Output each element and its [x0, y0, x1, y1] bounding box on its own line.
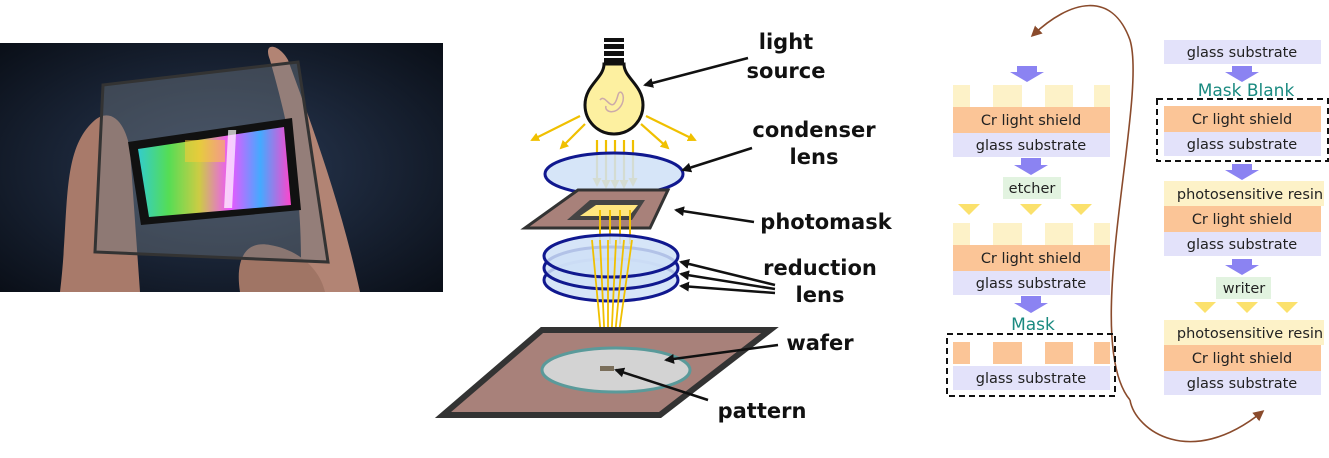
label-light-source-1: light — [759, 30, 813, 54]
layer-cr-4-label: Cr light shield — [1192, 351, 1292, 367]
mask-blank-title: Mask Blank — [1198, 81, 1295, 101]
layer-cr-blank-label: Cr light shield — [1192, 112, 1292, 128]
light-bulb-icon — [583, 38, 645, 136]
label-condenser-2: lens — [790, 145, 839, 169]
layer-cr-3-label: Cr light shield — [1192, 212, 1292, 228]
layer-cr-2-label: Cr light shield — [981, 251, 1081, 267]
layer-glass-4 — [1164, 371, 1321, 395]
writer-tool — [1216, 277, 1271, 299]
label-reduction-1: reduction — [763, 256, 877, 280]
lithography-apparatus: light source condenser lens photomask re… — [434, 30, 893, 423]
layer-glass-1-label: glass substrate — [976, 138, 1087, 154]
mask-blank-box — [1156, 98, 1329, 162]
layer-glass-mask-label: glass substrate — [976, 371, 1087, 387]
layer-glass-2-label: glass substrate — [976, 276, 1087, 292]
layer-cr-2 — [953, 245, 1110, 271]
label-pattern: pattern — [718, 399, 807, 423]
label-condenser-1: condenser — [752, 118, 876, 142]
label-reduction-2: lens — [796, 283, 845, 307]
layer-glass-4-label: glass substrate — [1187, 376, 1298, 392]
photomask-photo — [0, 43, 443, 293]
layer-glass-3-label: glass substrate — [1187, 237, 1298, 253]
pattern-mark — [600, 366, 614, 371]
writer-label: writer — [1223, 281, 1265, 297]
layer-glass-2 — [953, 271, 1110, 295]
layer-glass-blank-label: glass substrate — [1187, 137, 1298, 153]
layer-glass-blank — [1164, 132, 1321, 156]
layer-glass-top — [1164, 40, 1321, 64]
layer-glass-mask — [953, 366, 1110, 390]
layer-cr-1 — [953, 107, 1110, 133]
layer-cr-4 — [1164, 345, 1321, 371]
flow-loop-left — [1030, 4, 1134, 401]
layer-glass-3 — [1164, 232, 1321, 256]
chip-pattern — [138, 127, 291, 217]
label-photomask: photomask — [760, 210, 892, 234]
label-wafer: wafer — [786, 331, 854, 355]
layer-cr-1-label: Cr light shield — [981, 113, 1081, 129]
layer-cr-3 — [1164, 206, 1321, 232]
flow-loop-right — [1129, 399, 1265, 443]
mask-process-flow: Cr light shield glass substrate etcher C… — [946, 4, 1329, 443]
layer-resin-1-label: photosensitive resin — [1177, 187, 1323, 203]
mask-title: Mask — [1011, 315, 1055, 335]
layer-resin-1 — [1164, 181, 1324, 206]
reduction-lens — [542, 233, 680, 303]
layer-cr-blank — [1164, 106, 1321, 132]
etcher-label: etcher — [1009, 181, 1056, 197]
layer-glass-1 — [953, 133, 1110, 157]
layer-glass-top-label: glass substrate — [1187, 45, 1298, 61]
etcher-tool — [1003, 177, 1061, 199]
label-light-source-2: source — [747, 59, 826, 83]
mask-box — [946, 333, 1116, 397]
layer-resin-2 — [1164, 320, 1324, 345]
layer-resin-2-label: photosensitive resin — [1177, 326, 1323, 342]
